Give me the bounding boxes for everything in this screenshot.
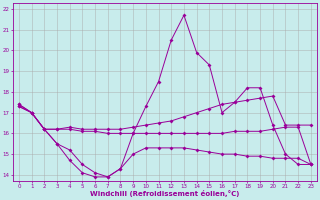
- X-axis label: Windchill (Refroidissement éolien,°C): Windchill (Refroidissement éolien,°C): [90, 190, 240, 197]
